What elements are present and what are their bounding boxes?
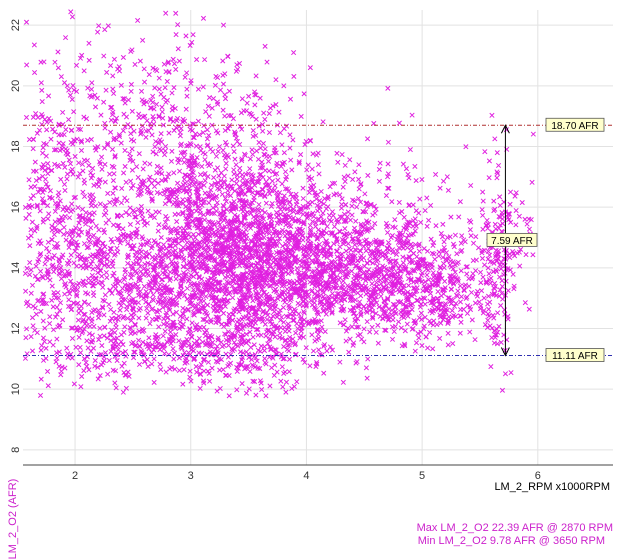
data-point: [234, 213, 240, 220]
data-point: [340, 379, 346, 385]
data-point: [281, 319, 287, 325]
data-point: [342, 226, 348, 232]
data-point: [210, 339, 216, 345]
data-point: [307, 363, 313, 369]
data-point: [313, 196, 319, 202]
data-point: [112, 153, 118, 159]
data-point: [310, 348, 317, 354]
data-point: [339, 196, 345, 202]
data-point: [353, 218, 359, 224]
data-point: [260, 186, 266, 193]
data-point: [193, 364, 199, 370]
data-point: [373, 329, 379, 335]
data-point: [161, 351, 168, 357]
data-point: [300, 356, 306, 362]
data-point: [320, 210, 326, 216]
data-point: [269, 321, 275, 327]
data-point: [90, 266, 96, 272]
data-point: [119, 213, 125, 219]
data-point: [163, 303, 169, 309]
data-point: [309, 332, 315, 338]
data-point: [329, 309, 335, 315]
data-point: [102, 292, 108, 298]
data-point: [99, 166, 105, 172]
data-point: [341, 174, 347, 180]
data-point: [247, 203, 253, 209]
data-point: [34, 223, 40, 229]
data-point: [176, 240, 182, 246]
data-point: [397, 268, 404, 274]
data-point: [140, 272, 147, 278]
data-point: [324, 348, 330, 354]
data-point: [137, 264, 143, 270]
data-point: [147, 105, 154, 111]
data-point: [188, 272, 194, 278]
data-point: [314, 234, 321, 240]
data-point: [293, 191, 299, 197]
data-point: [249, 178, 255, 184]
data-point: [264, 316, 270, 323]
data-point: [272, 347, 278, 353]
data-point: [283, 269, 289, 275]
data-point: [286, 356, 293, 362]
data-point: [248, 293, 254, 299]
data-point: [316, 347, 322, 353]
data-point: [253, 326, 260, 333]
data-point: [300, 185, 306, 191]
data-point: [194, 322, 200, 328]
data-point: [316, 241, 323, 247]
data-point: [182, 292, 188, 299]
data-point: [222, 303, 228, 310]
data-point: [143, 315, 149, 321]
data-point: [167, 243, 173, 249]
data-point: [275, 177, 281, 183]
data-point: [281, 355, 287, 362]
data-point: [104, 274, 110, 281]
data-point: [302, 359, 308, 366]
data-points: [22, 9, 536, 399]
data-point: [111, 171, 117, 177]
data-point: [255, 326, 261, 332]
